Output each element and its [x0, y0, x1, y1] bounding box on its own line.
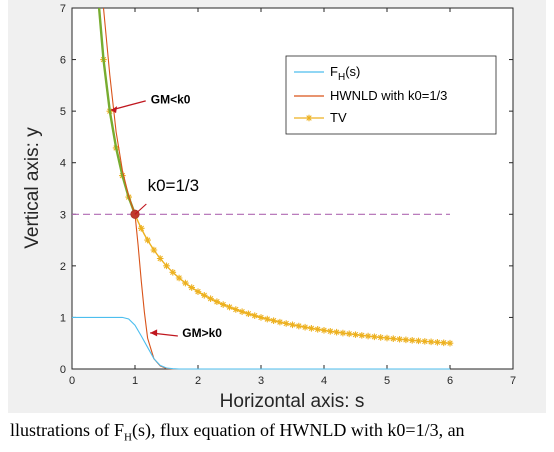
legend-marker-tv — [305, 114, 313, 122]
series-tv-marker — [390, 335, 397, 342]
series-tv-marker — [201, 292, 208, 299]
series-tv-marker — [333, 328, 340, 336]
series-tv-marker — [415, 337, 422, 345]
y-tick-label: 1 — [60, 312, 66, 324]
series-tv-marker — [434, 339, 441, 346]
series-tv-marker — [371, 333, 378, 341]
series-fh-line — [72, 316, 450, 370]
series-tv-marker — [207, 295, 214, 302]
caption-text-end: (s), flux equation of HWNLD with k0=1/3,… — [131, 420, 465, 440]
series-tv-marker — [289, 321, 296, 329]
x-tick-label: 4 — [321, 375, 327, 387]
caption-subscript: H — [124, 431, 132, 444]
series-tv-marker — [163, 262, 170, 270]
series-tv-marker — [144, 236, 151, 244]
y-tick-label: 5 — [60, 106, 66, 118]
annotation-gm-greater-k0: GM>k0 — [182, 326, 222, 340]
arrowhead-gm-less — [111, 106, 118, 114]
y-tick-label: 0 — [60, 364, 66, 376]
x-tick-label: 6 — [447, 375, 453, 387]
y-tick-label: 4 — [60, 158, 66, 170]
series-tv-marker — [238, 308, 246, 315]
series-tv-marker — [264, 315, 271, 323]
series-tv-marker — [251, 312, 258, 319]
series-tv-marker — [156, 255, 164, 262]
x-tick-label: 2 — [195, 375, 201, 387]
arrow-gm-less — [110, 100, 146, 111]
y-tick-label: 7 — [60, 3, 66, 15]
series-tv-marker — [446, 339, 454, 347]
x-tick-label: 5 — [384, 375, 390, 387]
chart: 0 1 2 3 4 5 6 7 0 1 2 3 4 5 6 7 GM<k0 k0=1/3 GM>k0 FH(s) H… — [22, 3, 516, 412]
y-tick-label: 2 — [60, 261, 66, 273]
series-tv-marker — [408, 337, 416, 344]
annotation-k0: k0=1/3 — [148, 176, 200, 195]
pointer-k0 — [134, 203, 147, 215]
series-tv-marker — [226, 303, 233, 311]
legend-box — [285, 55, 497, 135]
legend-label-fh: FH(s) — [330, 64, 360, 83]
series-tv-marker — [345, 330, 353, 338]
series-tv-marker — [138, 225, 145, 232]
series-tv-marker — [257, 314, 265, 321]
arrowhead-gm-greater — [150, 329, 158, 337]
series-tv-marker — [352, 331, 359, 338]
series-tv-marker — [383, 334, 391, 342]
series-tv-marker — [308, 324, 315, 332]
x-tick-label: 3 — [258, 375, 264, 387]
annotation-gm-less-k0: GM<k0 — [151, 92, 191, 106]
series-tv-marker — [327, 327, 334, 335]
series-tv-marker — [301, 323, 309, 331]
y-axis-label: Vertical axis: y — [22, 127, 43, 249]
figure-panel: 0 1 2 3 4 5 6 7 0 1 2 3 4 5 6 7 GM<k0 k0=1/3 GM>k0 FH(s) H… — [8, 0, 546, 413]
series-tv-marker — [232, 306, 240, 313]
series-tv-marker — [402, 336, 410, 344]
series-tv-marker — [276, 318, 284, 326]
series-tv-marker — [314, 326, 321, 333]
series-tv-marker — [358, 332, 366, 339]
series-tv-marker — [245, 310, 252, 318]
series-tv-marker — [150, 246, 158, 254]
series-tv-marker — [188, 284, 195, 291]
series-tv-marker — [169, 269, 177, 276]
series-tv-marker — [364, 332, 372, 340]
series-tv-marker — [377, 334, 384, 341]
x-tick-label: 7 — [510, 375, 516, 387]
series-tv-marker — [320, 327, 328, 334]
series-tv-marker — [339, 329, 347, 337]
series-tv-marker — [427, 338, 435, 346]
series-tv-marker — [270, 317, 277, 324]
x-axis-label: Horizontal axis: s — [220, 391, 365, 412]
series-tv-marker — [213, 298, 221, 306]
caption-text-start: llustrations of F — [10, 420, 125, 440]
x-tick-label: 0 — [69, 375, 75, 387]
series-tv-marker — [440, 339, 447, 347]
series-tv-marker — [219, 301, 227, 308]
figure-caption: llustrations of FH(s), flux equation of … — [0, 420, 554, 452]
legend: FH(s) HWNLD with k0=1/3 TV — [285, 55, 497, 135]
series-layer — [72, 7, 454, 370]
series-tv-marker — [396, 335, 403, 343]
series-tv-marker — [421, 338, 429, 345]
series-tv-marker — [182, 279, 189, 287]
legend-label-hwnld: HWNLD with k0=1/3 — [330, 88, 447, 103]
y-tick-label: 6 — [60, 55, 66, 67]
series-tv-marker — [175, 274, 183, 282]
legend-label-tv: TV — [330, 110, 347, 125]
x-tick-label: 1 — [132, 375, 138, 387]
annotation-layer: GM<k0 k0=1/3 GM>k0 — [110, 92, 222, 340]
y-tick-label: 3 — [60, 209, 66, 221]
series-tv-marker — [295, 322, 303, 330]
series-tv-marker — [194, 288, 202, 295]
series-tv-marker — [282, 320, 290, 327]
